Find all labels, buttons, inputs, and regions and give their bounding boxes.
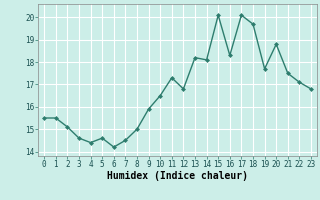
X-axis label: Humidex (Indice chaleur): Humidex (Indice chaleur) <box>107 171 248 181</box>
